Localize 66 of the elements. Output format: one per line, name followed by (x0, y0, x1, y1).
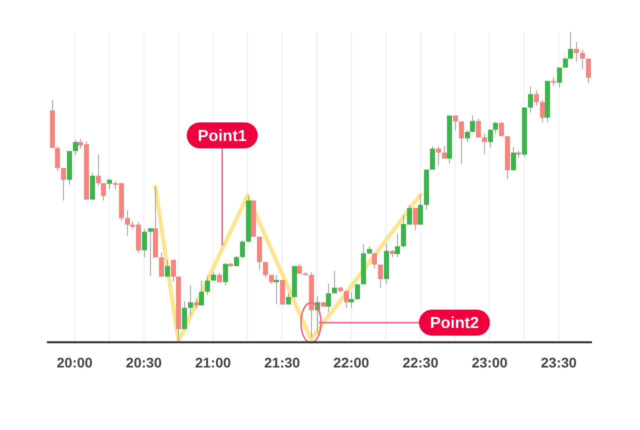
candlestick (499, 121, 504, 137)
candlestick (378, 264, 383, 288)
x-tick-label: 20:00 (56, 354, 93, 370)
candlestick (274, 274, 279, 305)
candlestick (574, 41, 579, 62)
candlestick (188, 284, 193, 316)
candlestick (326, 283, 331, 313)
x-tick-label: 21:00 (195, 354, 232, 370)
candlestick (90, 172, 95, 200)
candlestick (159, 252, 164, 278)
candlestick (349, 291, 354, 308)
candlestick (540, 100, 545, 123)
candlestick (234, 255, 239, 268)
x-tick-label: 20:30 (126, 354, 162, 370)
candlestick (297, 263, 302, 275)
candlestick (73, 139, 78, 156)
candlestick (355, 284, 360, 300)
candlestick (182, 300, 187, 330)
candlestick (453, 114, 458, 131)
candlestick (171, 259, 176, 282)
x-tick-label: 23:30 (540, 354, 577, 370)
candlestick (413, 207, 418, 232)
candlestick (286, 292, 291, 305)
candlestick (395, 233, 400, 258)
candlestick (580, 49, 585, 70)
candlestick (332, 270, 337, 294)
candlestick (586, 58, 591, 84)
candlestick (240, 240, 245, 259)
candlestick (101, 182, 106, 202)
candlestick (205, 275, 210, 296)
candlestick (55, 146, 60, 172)
candlestick (107, 178, 112, 190)
candlestick (557, 67, 562, 88)
x-tick-label: 23:00 (472, 354, 508, 370)
x-tick-label: 22:00 (333, 354, 370, 370)
candlestick (96, 154, 101, 186)
candlestick (199, 280, 204, 306)
candlestick (459, 120, 464, 165)
candlestick (568, 32, 573, 60)
annotation: Point1 (198, 128, 247, 145)
candlestick (418, 194, 423, 226)
x-tick-label: 21:30 (264, 354, 300, 370)
candlestick (528, 86, 533, 114)
candlestick (465, 130, 470, 143)
candlestick (482, 133, 487, 154)
candlestick (194, 298, 199, 310)
x-tick-label: 22:30 (402, 354, 439, 370)
candlestick (442, 146, 447, 159)
candlestick (511, 146, 516, 171)
candlestick (125, 210, 130, 236)
candlestick (61, 168, 66, 202)
candlestick (493, 121, 498, 134)
candlestick (372, 252, 377, 270)
candlestick (534, 90, 539, 106)
candlestick (344, 290, 349, 308)
candlestick (476, 118, 481, 138)
candlestick (217, 272, 222, 284)
candlestick (488, 129, 493, 148)
candlestick (142, 228, 147, 258)
candlestick (430, 146, 435, 170)
candlestick (436, 146, 441, 166)
candlestick (470, 114, 475, 132)
candlestick (223, 262, 228, 286)
annotation: Point2 (430, 315, 479, 332)
candlestick (165, 259, 170, 278)
candlestick (263, 262, 268, 278)
